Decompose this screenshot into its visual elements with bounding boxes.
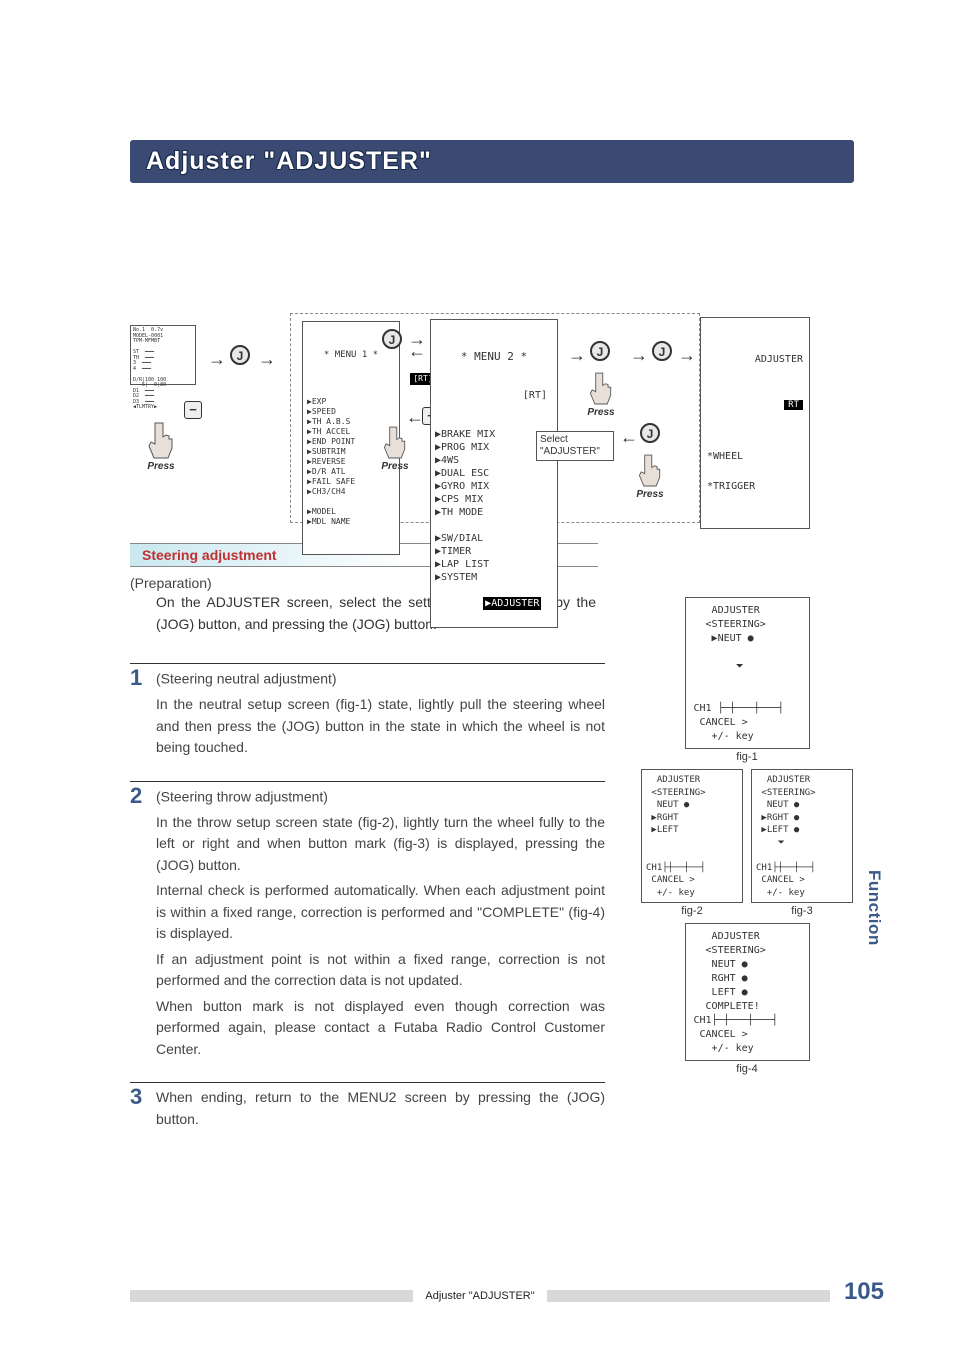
press-label: Press [381, 461, 408, 472]
step-2: 2 (Steering throw adjustment) In the thr… [130, 786, 605, 1061]
jog-icon: J [382, 329, 402, 349]
step-text: In the throw setup screen state (fig-2),… [156, 812, 605, 877]
select-callout: Select "ADJUSTER" [536, 431, 614, 461]
footer-bar-right [547, 1290, 830, 1302]
press-label: Press [636, 489, 663, 500]
hand-press-icon [144, 421, 178, 461]
step-text: If an adjustment point is not within a f… [156, 949, 605, 992]
step-title: (Steering neutral adjustment) [156, 671, 337, 687]
step-text: In the neutral setup screen (fig-1) stat… [156, 694, 605, 759]
menu2-screen: * MENU 2 * [RT] ▶BRAKE MIX ▶PROG MIX ▶4W… [430, 319, 558, 628]
fig-label: fig-2 [681, 905, 702, 917]
step-number: 3 [130, 1087, 148, 1130]
arrow-left-icon: ← [408, 341, 426, 362]
hand-press-icon [635, 453, 665, 489]
jog-icon: J [590, 341, 610, 361]
page-footer: Adjuster "ADJUSTER" [130, 1290, 830, 1302]
arrow-right-icon: → [630, 345, 648, 366]
step-title: (Steering throw adjustment) [156, 788, 328, 804]
fig-label: fig-1 [736, 751, 757, 763]
nav-diagram: No.1 0.7v MODEL-0001 TPM-MFMBT ST ━━━ TH… [130, 313, 854, 523]
step-1: 1 (Steering neutral adjustment) In the n… [130, 668, 605, 759]
fig-label: fig-4 [736, 1063, 757, 1075]
step-number: 2 [130, 786, 148, 1061]
footer-bar-left [130, 1290, 413, 1302]
step-3: 3 When ending, return to the MENU2 scree… [130, 1087, 605, 1130]
step-text: When button mark is not displayed even t… [156, 996, 605, 1061]
step-number: 1 [130, 668, 148, 759]
arrow-right-icon: → [568, 345, 586, 366]
step-text: Internal check is performed automaticall… [156, 880, 605, 945]
initial-screen: No.1 0.7v MODEL-0001 TPM-MFMBT ST ━━━ TH… [130, 325, 196, 385]
lcd-fig3: ADJUSTER <STEERING> NEUT ● ▶RGHT ● ▶LEFT… [751, 769, 853, 903]
hand-press-icon [380, 425, 410, 461]
arrow-left-icon: ← [406, 407, 424, 428]
minus-button-icon: − [184, 401, 202, 419]
adjuster-menu-screen: ADJUSTER RT *WHEEL *TRIGGER [700, 317, 810, 529]
arrow-right-icon: → [678, 345, 696, 366]
page-number: 105 [844, 1278, 884, 1306]
lcd-fig2: ADJUSTER <STEERING> NEUT ● ▶RGHT ▶LEFT C… [641, 769, 743, 903]
arrow-left-icon: ← [620, 427, 638, 448]
lcd-fig4: ADJUSTER <STEERING> NEUT ● RGHT ● LEFT ●… [685, 923, 810, 1061]
page-title-bar: Adjuster "ADJUSTER" [130, 140, 854, 183]
step-text: When ending, return to the MENU2 screen … [156, 1087, 605, 1130]
footer-text: Adjuster "ADJUSTER" [425, 1290, 534, 1302]
arrow-right-icon: → [258, 349, 276, 370]
jog-icon: J [230, 345, 250, 365]
jog-icon: J [640, 423, 660, 443]
lcd-figures: ADJUSTER <STEERING> ▶NEUT ● ⏷ CH1 ├─┼───… [642, 597, 852, 1075]
jog-icon: J [652, 341, 672, 361]
side-tab: Function [864, 870, 884, 946]
press-label: Press [147, 461, 174, 472]
arrow-right-icon: → [208, 349, 226, 370]
lcd-fig1: ADJUSTER <STEERING> ▶NEUT ● ⏷ CH1 ├─┼───… [685, 597, 810, 749]
fig-label: fig-3 [791, 905, 812, 917]
hand-press-icon [586, 371, 616, 407]
press-label: Press [587, 407, 614, 418]
